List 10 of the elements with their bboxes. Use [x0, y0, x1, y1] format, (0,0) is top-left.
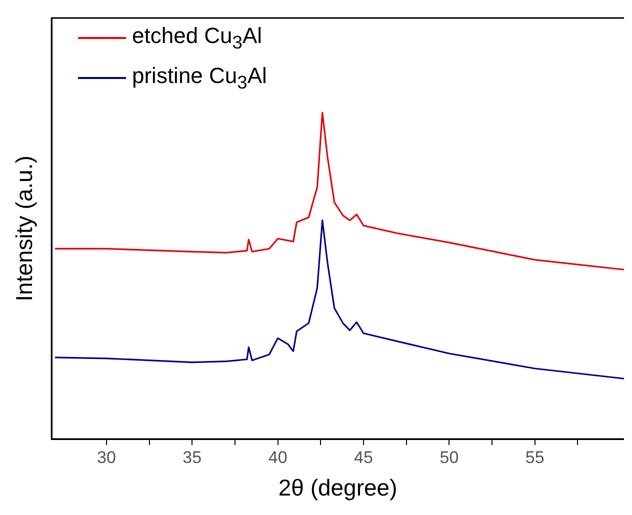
- legend-label: etched Cu$_{3}$Al: [132, 22, 262, 54]
- x-tick-label: 35: [182, 448, 202, 467]
- x-tick-label: 40: [268, 448, 288, 467]
- y-axis-title: Intensity (a.u.): [11, 156, 38, 302]
- x-tick-label: 45: [354, 448, 373, 467]
- x-tick-label: 50: [440, 448, 459, 467]
- x-axis-title: 2θ (degree): [278, 474, 398, 501]
- x-tick-label: 55: [525, 448, 544, 467]
- legend-label: pristine Cu$_{3}$Al: [132, 62, 267, 94]
- x-tick-label: 30: [96, 448, 116, 467]
